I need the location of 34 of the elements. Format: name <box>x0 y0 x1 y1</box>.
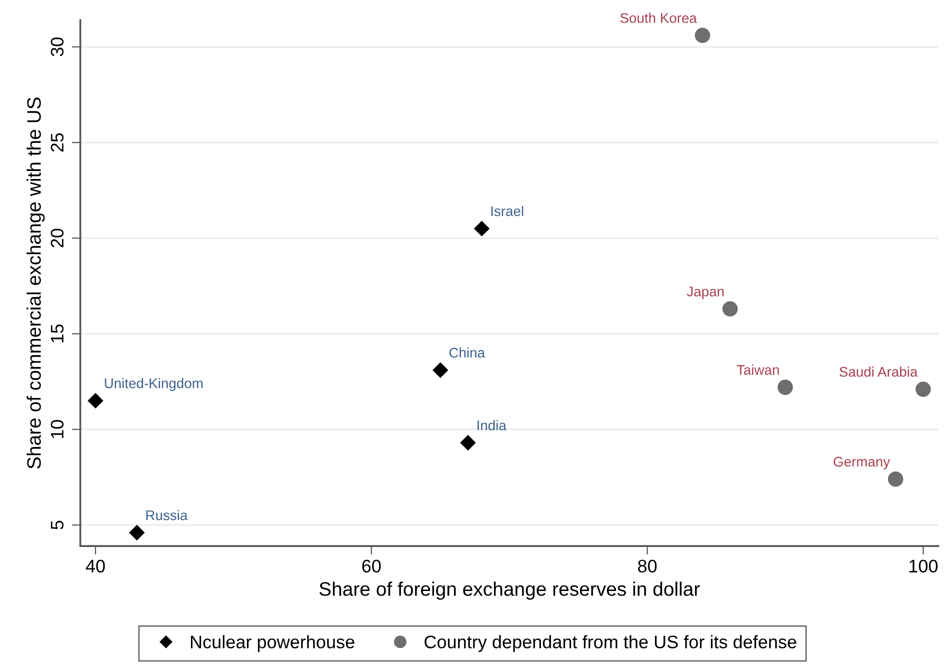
point <box>460 435 476 450</box>
x-tick-label: 60 <box>362 560 381 573</box>
y-tick-label: 15 <box>50 324 64 342</box>
legend-label: Nculear powerhouse <box>190 635 354 652</box>
annotation: South Korea <box>620 12 697 23</box>
y-tick-label: 25 <box>50 133 64 152</box>
y-axis-title: Share of commercial exchange with the US <box>26 98 45 469</box>
point <box>129 525 144 540</box>
point <box>778 380 793 395</box>
point <box>694 28 710 44</box>
annotation: Taiwan <box>736 364 779 375</box>
annotation: India <box>478 420 506 430</box>
annotation: United-Kingdom <box>104 378 203 391</box>
y-tick-label: 30 <box>50 38 64 56</box>
point <box>474 221 490 236</box>
point <box>916 382 931 397</box>
annotation: Germany <box>834 456 890 470</box>
x-tick-label: 100 <box>910 560 938 573</box>
point <box>432 362 448 378</box>
point <box>88 393 104 408</box>
legend-label: Country dependant from the US for its defense <box>424 635 796 652</box>
y-tick-label: 20 <box>50 228 64 248</box>
y-tick-label: 5 <box>50 520 64 530</box>
point <box>722 301 738 317</box>
x-tick-label: 80 <box>638 560 657 573</box>
x-axis-title: Share of foreign exchange reserves in dollar <box>319 582 700 600</box>
point <box>888 471 904 487</box>
annotation: Saudi Arabia <box>840 366 918 377</box>
annotation: Israel <box>491 206 524 216</box>
annotation: Japan <box>686 286 724 300</box>
annotation: Russia <box>146 510 188 520</box>
x-tick-label: 40 <box>86 560 105 573</box>
annotation: China <box>449 347 485 358</box>
y-tick-label: 10 <box>50 420 64 438</box>
